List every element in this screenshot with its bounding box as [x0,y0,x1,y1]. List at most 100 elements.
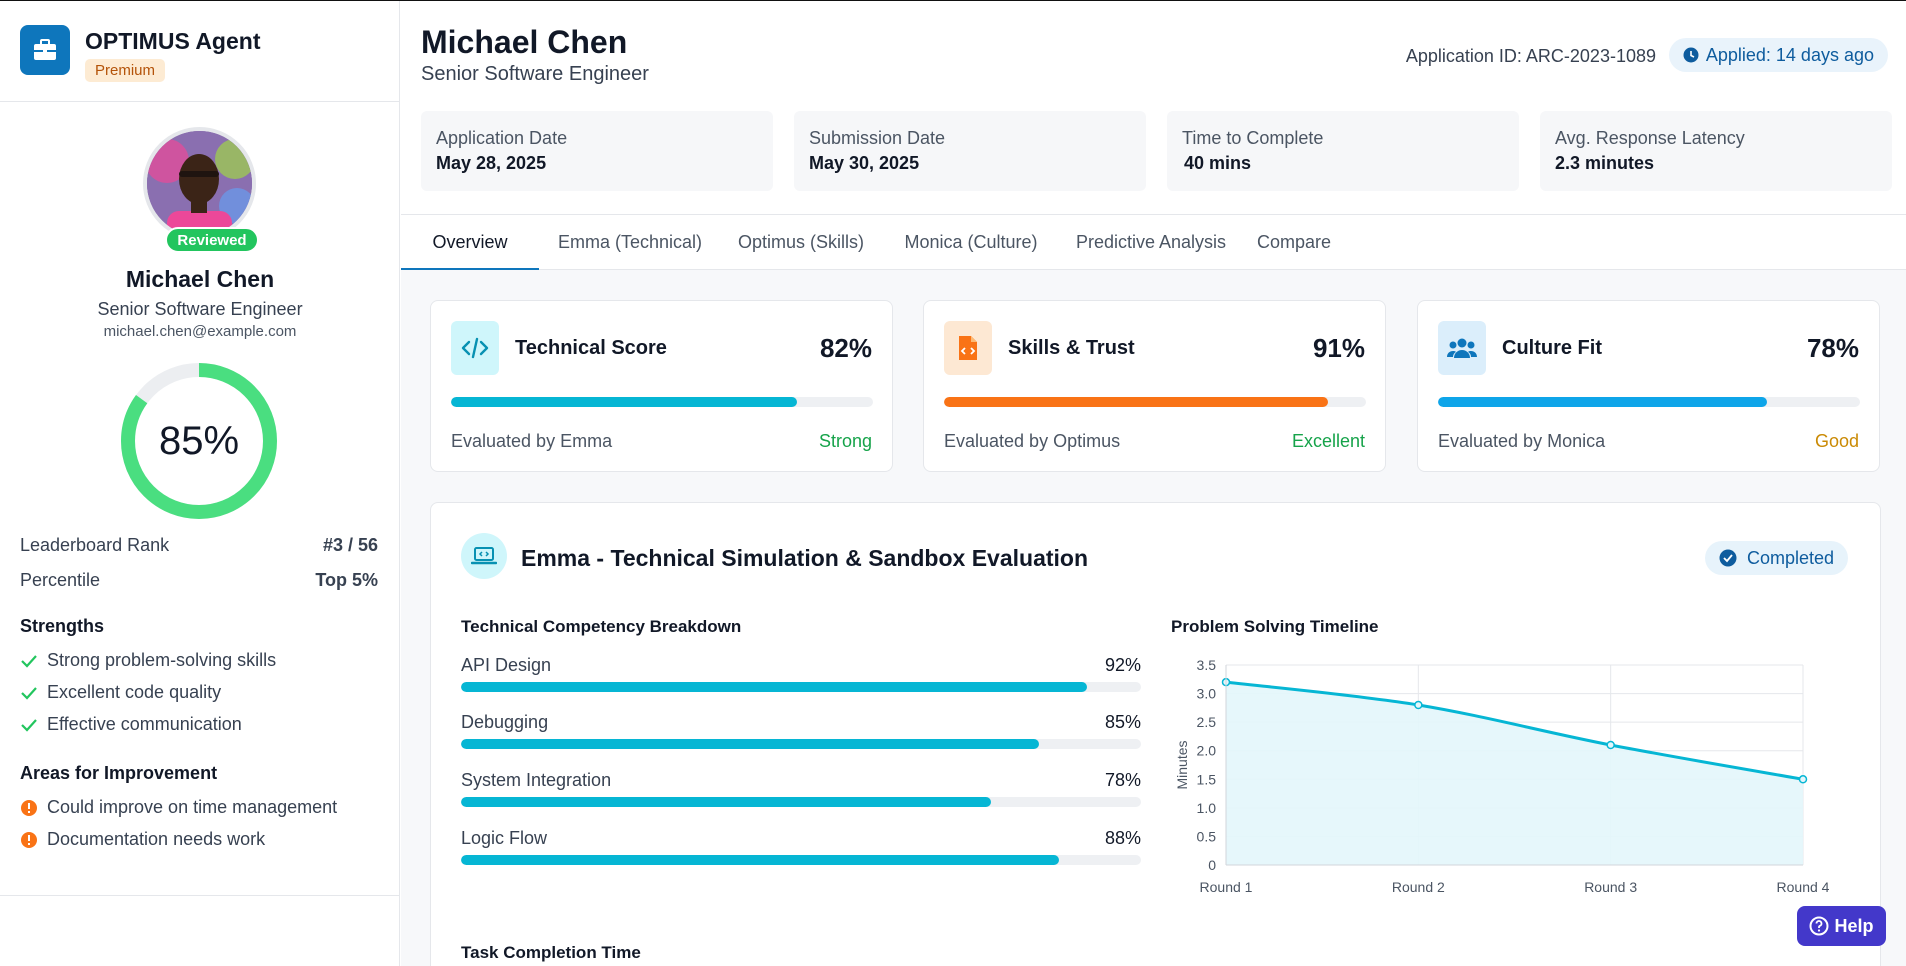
page-subtitle: Senior Software Engineer [421,63,649,85]
culture-fit-card[interactable]: Culture Fit 78% Evaluated by Monica Good [1417,300,1880,472]
rank-value: #3 / 56 [322,535,378,555]
data-point [1414,700,1423,710]
laptop-code-icon [461,533,507,579]
top-border [0,0,1906,1]
task-completion-title: Task Completion Time [461,943,641,962]
card-title: Culture Fit [1502,337,1602,359]
y-tick-label: 1.5 [1197,771,1217,787]
strength-text: Excellent code quality [47,682,222,702]
avatar-container: Reviewed [143,127,259,253]
competency-row: API Design 92% [461,655,1141,692]
score-bar-fill [944,397,1329,407]
overall-score-ring [121,363,277,519]
competency-pct: 85% [1104,712,1141,732]
card-title: Technical Score [515,337,667,359]
score-bar [944,397,1366,407]
main-panel: Michael Chen Senior Software Engineer Ap… [401,0,1906,966]
tab-monica-culture[interactable]: Monica (Culture) [904,232,1038,252]
candidate-name: Michael Chen [125,266,275,292]
series-line [1225,680,1804,781]
stat-label: Submission Date [809,128,946,148]
data-point [1606,740,1615,750]
stat-value: 2.3 minutes [1555,153,1655,173]
leaderboard-rank: Leaderboard Rank #3 / 56 [20,535,378,556]
tab-predictive-analysis[interactable]: Predictive Analysis [1075,232,1227,252]
avatar[interactable] [143,127,256,240]
overall-score-value: 85% [158,418,240,463]
check-icon [20,718,40,732]
help-button[interactable]: Help [1797,906,1886,946]
competency-label: API Design [461,655,552,675]
overview-content: Technical Score 82% Evaluated by Emma St… [401,270,1906,966]
strength-item: Strong problem-solving skills [20,650,276,671]
stat-card: Avg. Response Latency 2.3 minutes [1540,111,1892,191]
y-tick-label: 3.5 [1197,657,1217,673]
strength-text: Effective communication [47,714,242,734]
percentile-label: Percentile [20,570,101,590]
card-score: 78% [1806,333,1859,363]
brand-header: OPTIMUS Agent Premium [0,0,399,102]
tab-compare[interactable]: Compare [1256,232,1332,252]
strength-text: Strong problem-solving skills [47,650,277,670]
strength-item: Excellent code quality [20,682,221,703]
competency-row: Debugging 85% [461,712,1141,749]
card-score: 82% [819,333,872,363]
improvement-text: Could improve on time management [47,797,338,817]
divider [0,895,400,896]
candidate-email: michael.chen@example.com [103,323,297,340]
competency-label: Debugging [461,712,549,732]
briefcase-icon[interactable] [20,25,70,75]
competency-label: Logic Flow [461,828,548,848]
stat-label: Avg. Response Latency [1555,128,1745,148]
stat-card: Time to Complete 40 mins [1167,111,1519,191]
stat-card: Submission Date May 30, 2025 [794,111,1146,191]
card-grade: Excellent [1291,431,1365,451]
competency-bar [461,797,1141,807]
premium-badge: Premium [85,59,166,82]
tab-bar: Overview Emma (Technical) Optimus (Skill… [401,214,1906,270]
candidate-role: Senior Software Engineer [97,299,303,319]
improvement-item: Could improve on time management [20,797,337,818]
warning-icon [20,799,40,817]
question-icon [1809,916,1829,936]
series-area [1226,682,1803,865]
y-tick-label: 1.0 [1197,800,1217,816]
score-bar-fill [1438,397,1768,407]
score-bar [1438,397,1860,407]
stat-label: Time to Complete [1182,128,1324,148]
score-bar-fill [451,397,798,407]
y-axis-label: Minutes [1174,740,1190,789]
competency-pct: 88% [1104,828,1141,848]
tab-optimus-skills[interactable]: Optimus (Skills) [737,232,864,252]
card-evaluator: Evaluated by Optimus [944,431,1121,451]
x-tick-label: Round 3 [1584,879,1637,895]
y-tick-label: 3.0 [1197,686,1217,702]
card-title: Skills & Trust [1008,337,1135,359]
technical-score-card[interactable]: Technical Score 82% Evaluated by Emma St… [430,300,893,472]
warning-icon [20,831,40,849]
skills-trust-card[interactable]: Skills & Trust 91% Evaluated by Optimus … [923,300,1386,472]
percentile-value: Top 5% [315,570,378,590]
competency-pct: 78% [1104,770,1141,790]
competency-bar-fill [461,739,1039,749]
emma-evaluation-panel: Emma - Technical Simulation & Sandbox Ev… [430,502,1881,966]
clock-icon [1683,47,1699,63]
competency-bar-fill [461,855,1060,865]
competency-bar [461,682,1141,692]
data-point [1798,775,1808,784]
tab-overview[interactable]: Overview [401,215,539,270]
breakdown-title: Technical Competency Breakdown [461,617,742,636]
sidebar: OPTIMUS Agent Premium Reviewed Michael C… [0,0,400,966]
page-title: Michael Chen [421,24,628,60]
tab-emma-technical[interactable]: Emma (Technical) [557,232,703,252]
percentile: Percentile Top 5% [20,570,378,591]
competency-bar [461,739,1141,749]
y-tick-label: 2.0 [1197,743,1217,759]
check-icon [20,654,40,668]
completed-text: Completed [1746,547,1834,568]
check-circle-icon [1719,549,1737,567]
competency-pct: 92% [1104,655,1141,675]
competency-bar-fill [461,682,1087,692]
stat-label: Application Date [436,128,568,148]
x-tick-label: Round 2 [1392,879,1445,895]
